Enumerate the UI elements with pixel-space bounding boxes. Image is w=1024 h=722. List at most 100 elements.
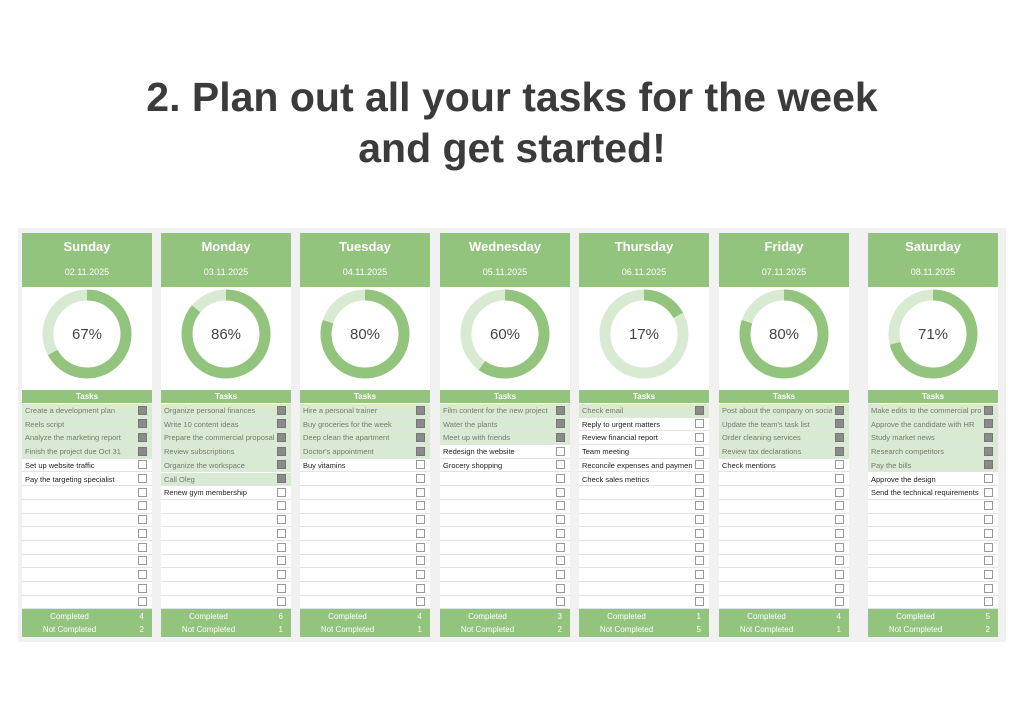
day-name: Sunday — [63, 239, 111, 254]
checkbox — [984, 487, 993, 497]
summary: Completed 6 Not Completed 1 — [161, 609, 291, 637]
checkbox — [416, 487, 425, 497]
checkbox — [138, 432, 147, 442]
checkbox — [277, 446, 286, 456]
task-row: Analyze the marketing report — [22, 431, 152, 446]
checkbox — [416, 583, 425, 593]
task-row: Water the plants — [440, 417, 570, 432]
task-text: Set up website traffic — [25, 460, 95, 470]
task-row: Review tax declarations — [719, 445, 849, 459]
task-row: Pay the bills — [868, 458, 998, 473]
checkbox — [277, 501, 286, 511]
task-row — [300, 596, 430, 610]
day-name: Wednesday — [468, 239, 541, 254]
checkbox — [695, 515, 704, 525]
checkbox — [556, 460, 565, 470]
checkbox — [835, 405, 844, 415]
task-row: Team meeting — [579, 445, 709, 459]
task-text: Reply to urgent matters — [582, 419, 660, 429]
task-row — [22, 486, 152, 500]
checkbox — [984, 432, 993, 442]
checkbox — [835, 515, 844, 525]
checkbox — [277, 474, 286, 483]
task-row: Doctor's appointment — [300, 445, 430, 459]
task-row — [161, 596, 291, 610]
task-text: Finish the project due Oct 31 — [25, 447, 121, 457]
day-name: Tuesday — [339, 239, 391, 254]
task-text: Hire a personal trainer — [303, 406, 378, 415]
task-row — [161, 514, 291, 528]
day-column: Saturday 08.11.2025 71% Tasks Make edits to … — [868, 233, 998, 637]
checkbox — [695, 542, 704, 552]
task-row — [719, 555, 849, 569]
checkbox — [984, 569, 993, 579]
checkbox — [556, 419, 565, 429]
task-row — [868, 568, 998, 583]
task-row: Renew gym membership — [161, 486, 291, 500]
task-row — [22, 527, 152, 541]
checkbox — [984, 515, 993, 525]
task-row — [719, 473, 849, 487]
task-row: Check sales metrics — [579, 473, 709, 487]
task-row — [161, 582, 291, 596]
task-row — [440, 500, 570, 514]
day-column: Tuesday 04.11.2025 80% Tasks Hire a personal… — [300, 233, 430, 637]
task-row — [300, 541, 430, 555]
tasks-header: Tasks — [161, 390, 291, 403]
checkbox — [695, 528, 704, 538]
task-row: Buy vitamins — [300, 459, 430, 473]
not-completed-label: Not Completed — [599, 625, 654, 634]
task-text: Research competitors — [871, 447, 944, 457]
checkbox — [556, 474, 565, 483]
task-row — [719, 500, 849, 514]
progress-label: 86% — [211, 326, 241, 343]
task-row: Check mentions — [719, 459, 849, 473]
progress-label: 80% — [769, 326, 799, 343]
task-row: Research competitors — [868, 445, 998, 459]
task-row: Set up website traffic — [22, 459, 152, 473]
planner: Sunday 02.11.2025 67% Tasks Create a develop… — [18, 228, 1006, 642]
completed-label: Completed — [50, 612, 89, 621]
task-row: Call Oleg — [161, 472, 291, 487]
not-completed-count: 2 — [557, 625, 562, 634]
day-name: Friday — [764, 239, 804, 254]
checkbox — [984, 501, 993, 511]
checkbox — [695, 556, 704, 566]
task-text: Study market news — [871, 433, 935, 443]
checkbox — [277, 487, 286, 497]
task-row — [868, 500, 998, 514]
task-row: Check email — [579, 404, 709, 418]
completed-count: 4 — [417, 612, 422, 621]
task-row — [22, 582, 152, 596]
checkbox — [835, 474, 844, 483]
checkbox — [416, 515, 425, 525]
day-column: Wednesday 05.11.2025 60% Tasks Film content … — [440, 233, 570, 637]
task-row — [868, 555, 998, 569]
not-completed-label: Not Completed — [888, 625, 943, 634]
task-row — [579, 541, 709, 555]
task-row — [719, 596, 849, 610]
checkbox — [277, 556, 286, 566]
task-row — [719, 527, 849, 541]
progress-donut: 60% — [460, 289, 550, 379]
checkbox — [835, 446, 844, 456]
checkbox — [416, 432, 425, 442]
day-date: 05.11.2025 — [482, 267, 528, 277]
task-row: Buy groceries for the week — [300, 417, 430, 432]
completed-count: 1 — [696, 612, 701, 621]
task-row — [719, 514, 849, 528]
checkbox — [416, 501, 425, 511]
completed-count: 5 — [985, 612, 990, 621]
checkbox — [138, 556, 147, 566]
task-text: Grocery shopping — [443, 460, 503, 470]
task-text: Organize the workspace — [164, 460, 245, 470]
checkbox — [556, 432, 565, 442]
donut-arc — [599, 289, 689, 379]
task-row — [868, 541, 998, 555]
checkbox — [835, 528, 844, 538]
task-row — [579, 486, 709, 500]
task-row — [300, 582, 430, 596]
checkbox — [556, 515, 565, 525]
task-text: Meet up with friends — [443, 433, 511, 443]
task-row — [300, 527, 430, 541]
